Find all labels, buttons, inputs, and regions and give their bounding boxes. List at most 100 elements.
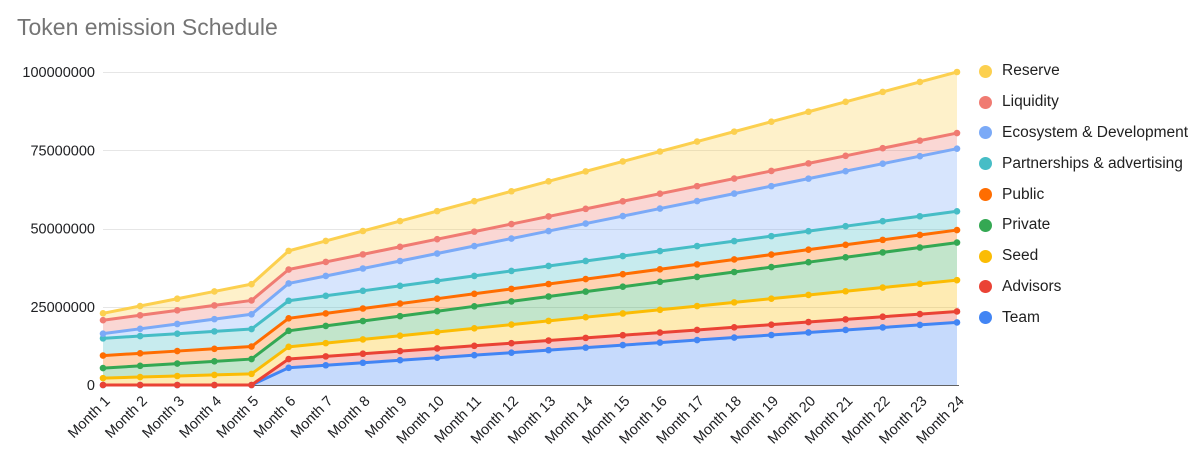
data-point [508, 298, 515, 305]
data-point [842, 98, 849, 106]
data-point [545, 346, 552, 354]
data-point [173, 372, 181, 380]
data-point [730, 324, 738, 331]
data-point [433, 328, 441, 336]
legend-label: Ecosystem & Development [1002, 123, 1189, 141]
data-point [396, 332, 404, 340]
data-point [768, 321, 775, 328]
series-points-private [99, 239, 961, 372]
data-point [471, 228, 478, 235]
data-point [285, 247, 292, 255]
data-point [433, 250, 441, 257]
legend-swatch-icon [979, 188, 992, 202]
chart-legend: Reserve Liquidity Ecosystem & Development P… [979, 56, 1188, 333]
data-point [619, 331, 627, 339]
data-point [99, 310, 107, 317]
legend-item-reserve: Reserve [979, 56, 1188, 87]
data-point [285, 364, 292, 372]
data-point [471, 351, 478, 359]
data-point [285, 355, 292, 363]
chart-title: Token emission Schedule [17, 14, 278, 40]
series-line-private [101, 241, 959, 370]
data-point [768, 182, 775, 190]
data-point [953, 207, 961, 215]
y-tick-label: 50000000 [30, 222, 95, 238]
data-point [619, 341, 627, 349]
data-point [916, 310, 924, 318]
data-point [805, 108, 812, 116]
data-point [285, 297, 292, 305]
data-point [136, 302, 144, 310]
y-axis-labels: 0 25000000 50000000 75000000 100000000 [22, 65, 95, 394]
data-point [173, 347, 181, 355]
data-point [433, 345, 441, 352]
data-point [693, 336, 701, 344]
data-point [322, 339, 330, 347]
legend-item-public: Public [979, 179, 1188, 210]
data-point [471, 303, 478, 310]
data-point [953, 145, 961, 152]
data-point [211, 371, 218, 379]
data-point [842, 253, 849, 261]
data-point [136, 350, 144, 357]
data-point [805, 227, 812, 235]
data-point [433, 354, 441, 362]
data-point [879, 249, 887, 256]
series-area-public [103, 230, 957, 369]
series-line-public [101, 228, 959, 358]
data-point [545, 280, 552, 288]
data-point [211, 315, 218, 323]
data-point [471, 197, 478, 205]
legend-item-partnerships-advertising: Partnerships & advertising [979, 148, 1188, 179]
data-point [359, 305, 367, 312]
data-point [508, 267, 515, 275]
legend-label: Public [1002, 185, 1045, 203]
series-line-advisors [101, 309, 959, 387]
data-point [248, 297, 255, 304]
series-points-seed [99, 276, 961, 382]
legend-item-private: Private [979, 210, 1188, 241]
data-point [842, 222, 849, 230]
data-point [211, 381, 218, 389]
legend-swatch-icon [979, 311, 992, 325]
series-line-partnerships-advertising [101, 209, 959, 340]
data-point [953, 319, 961, 326]
series-area-private [103, 242, 957, 379]
data-point [693, 138, 701, 145]
data-point [433, 295, 441, 302]
data-point [99, 330, 107, 337]
data-point [582, 220, 589, 227]
data-point [136, 332, 144, 340]
data-point [916, 321, 924, 329]
data-point [619, 270, 627, 278]
data-point [619, 310, 627, 317]
data-point [768, 263, 775, 271]
data-point [396, 300, 404, 307]
data-point [545, 178, 552, 185]
data-point [322, 322, 330, 330]
series-area-reserve [103, 72, 957, 321]
data-point [359, 287, 367, 295]
data-point [471, 242, 478, 250]
data-point [805, 329, 812, 336]
data-point [433, 307, 441, 315]
y-tick-label: 75000000 [30, 143, 95, 159]
data-point [619, 212, 627, 220]
data-point [285, 280, 292, 287]
data-point [136, 311, 144, 319]
data-point [693, 242, 701, 250]
data-point [582, 313, 589, 321]
data-point [582, 168, 589, 175]
series-line-reserve [101, 70, 959, 315]
data-point [396, 282, 404, 290]
data-point [99, 364, 107, 372]
data-point [805, 175, 812, 182]
legend-label: Private [1002, 216, 1051, 234]
y-tick-label: 0 [87, 378, 95, 394]
data-point [879, 217, 887, 225]
series-line-seed [101, 278, 959, 380]
legend-label: Reserve [1002, 62, 1060, 80]
data-point [173, 320, 181, 328]
data-point [136, 362, 144, 370]
